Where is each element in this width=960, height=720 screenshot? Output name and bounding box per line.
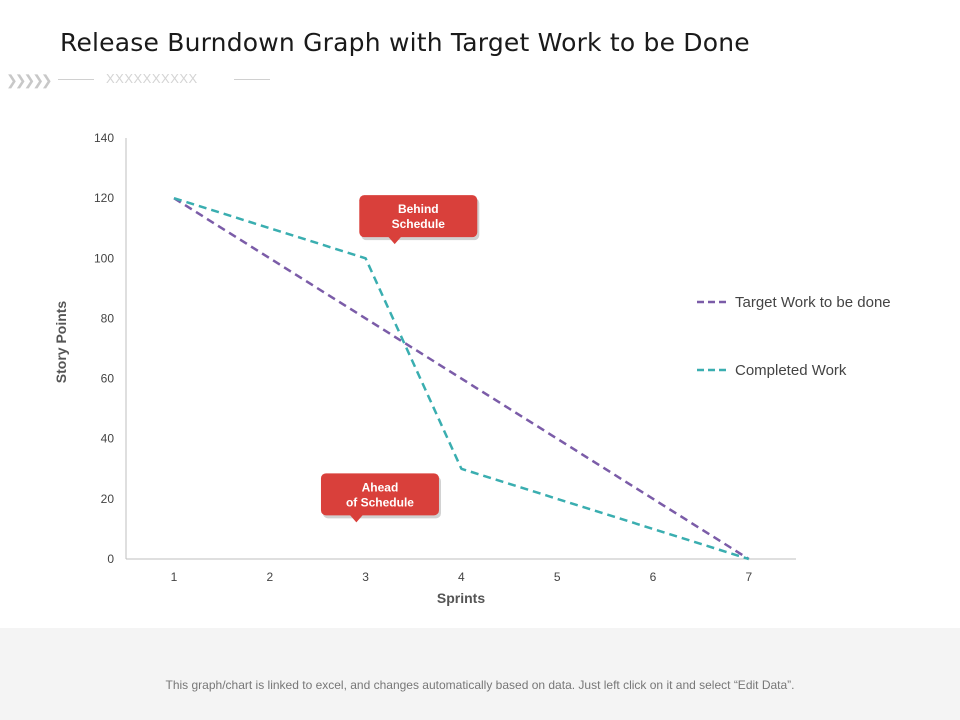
- page-title: Release Burndown Graph with Target Work …: [60, 28, 750, 57]
- x-tick-label: 3: [362, 570, 369, 584]
- callout-ahead-of-schedule-text: of Schedule: [346, 495, 414, 509]
- target-work-line: [173, 197, 750, 561]
- divider-line: [234, 79, 270, 80]
- y-tick-label: 140: [94, 131, 114, 145]
- chevrons-icon: ❯❯❯❯❯: [6, 72, 53, 88]
- footer: This graph/chart is linked to excel, and…: [0, 628, 960, 720]
- divider-line: [58, 79, 94, 80]
- y-tick-label: 20: [101, 492, 115, 506]
- y-tick-label: 0: [107, 552, 114, 566]
- callout-ahead-of-schedule-text: Ahead: [362, 480, 399, 494]
- callout-ahead-of-schedule-box: [320, 473, 439, 516]
- y-tick-label: 80: [101, 311, 115, 325]
- y-tick-label: 40: [101, 432, 115, 446]
- x-axis-title: Sprints: [437, 590, 485, 606]
- callout-behind-schedule-text: Schedule: [392, 217, 446, 231]
- x-tick-label: 5: [554, 570, 561, 584]
- callout-ahead-of-schedule-pointer: [349, 514, 364, 523]
- legend-item-completed-label: Completed Work: [735, 362, 847, 379]
- y-tick-label: 100: [94, 251, 114, 265]
- y-axis-title: Story Points: [53, 301, 69, 384]
- x-tick-label: 2: [266, 570, 273, 584]
- subtitle-placeholder: XXXXXXXXXX: [106, 71, 198, 86]
- y-tick-label: 60: [101, 372, 115, 386]
- x-tick-label: 6: [650, 570, 657, 584]
- legend-item-target-label: Target Work to be done: [735, 294, 891, 311]
- x-tick-label: 4: [458, 570, 465, 584]
- title-decoration: ❯❯❯❯❯ XXXXXXXXXX: [6, 70, 276, 90]
- x-tick-label: 7: [745, 570, 752, 584]
- completed-work-line: [173, 196, 750, 561]
- footer-note: This graph/chart is linked to excel, and…: [165, 678, 795, 692]
- callout-behind-schedule-box: [359, 195, 478, 238]
- x-tick-label: 1: [171, 570, 178, 584]
- callout-behind-schedule-pointer: [387, 236, 402, 245]
- callout-behind-schedule-text: Behind: [398, 202, 439, 216]
- y-tick-label: 120: [94, 191, 114, 205]
- burndown-chart: 0 20 40 60 80 100 120 140 1 2 3 4 5 6 7 Sprints Story Po…: [53, 131, 891, 606]
